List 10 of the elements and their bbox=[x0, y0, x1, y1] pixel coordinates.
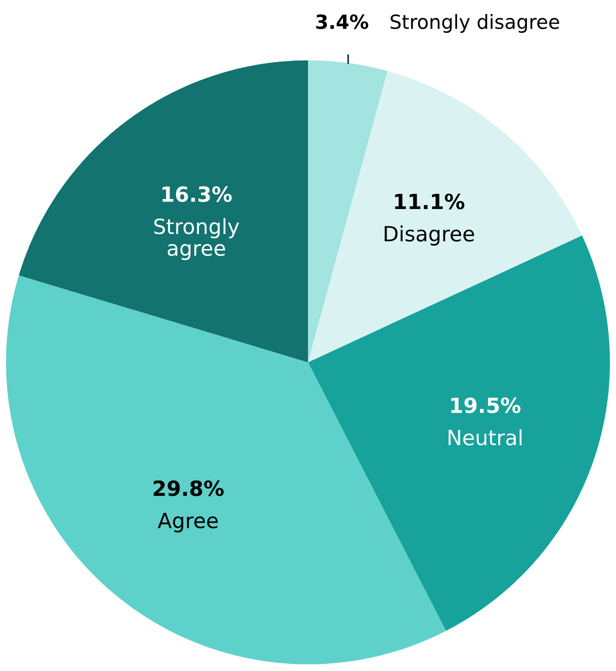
slice-label: Neutral bbox=[448, 429, 522, 446]
slice-label: Strongly disagree bbox=[390, 14, 560, 33]
slice-label: Disagree bbox=[384, 225, 474, 246]
data-label: 3.4% bbox=[316, 14, 368, 30]
data-label: 16.3% bbox=[162, 186, 232, 202]
data-label: 29.8% bbox=[154, 480, 224, 496]
data-label: 19.5% bbox=[451, 397, 521, 414]
slice-label: Strongly agree bbox=[154, 218, 240, 260]
slice-label: Agree bbox=[158, 512, 218, 532]
data-label: 11.1% bbox=[395, 194, 464, 210]
